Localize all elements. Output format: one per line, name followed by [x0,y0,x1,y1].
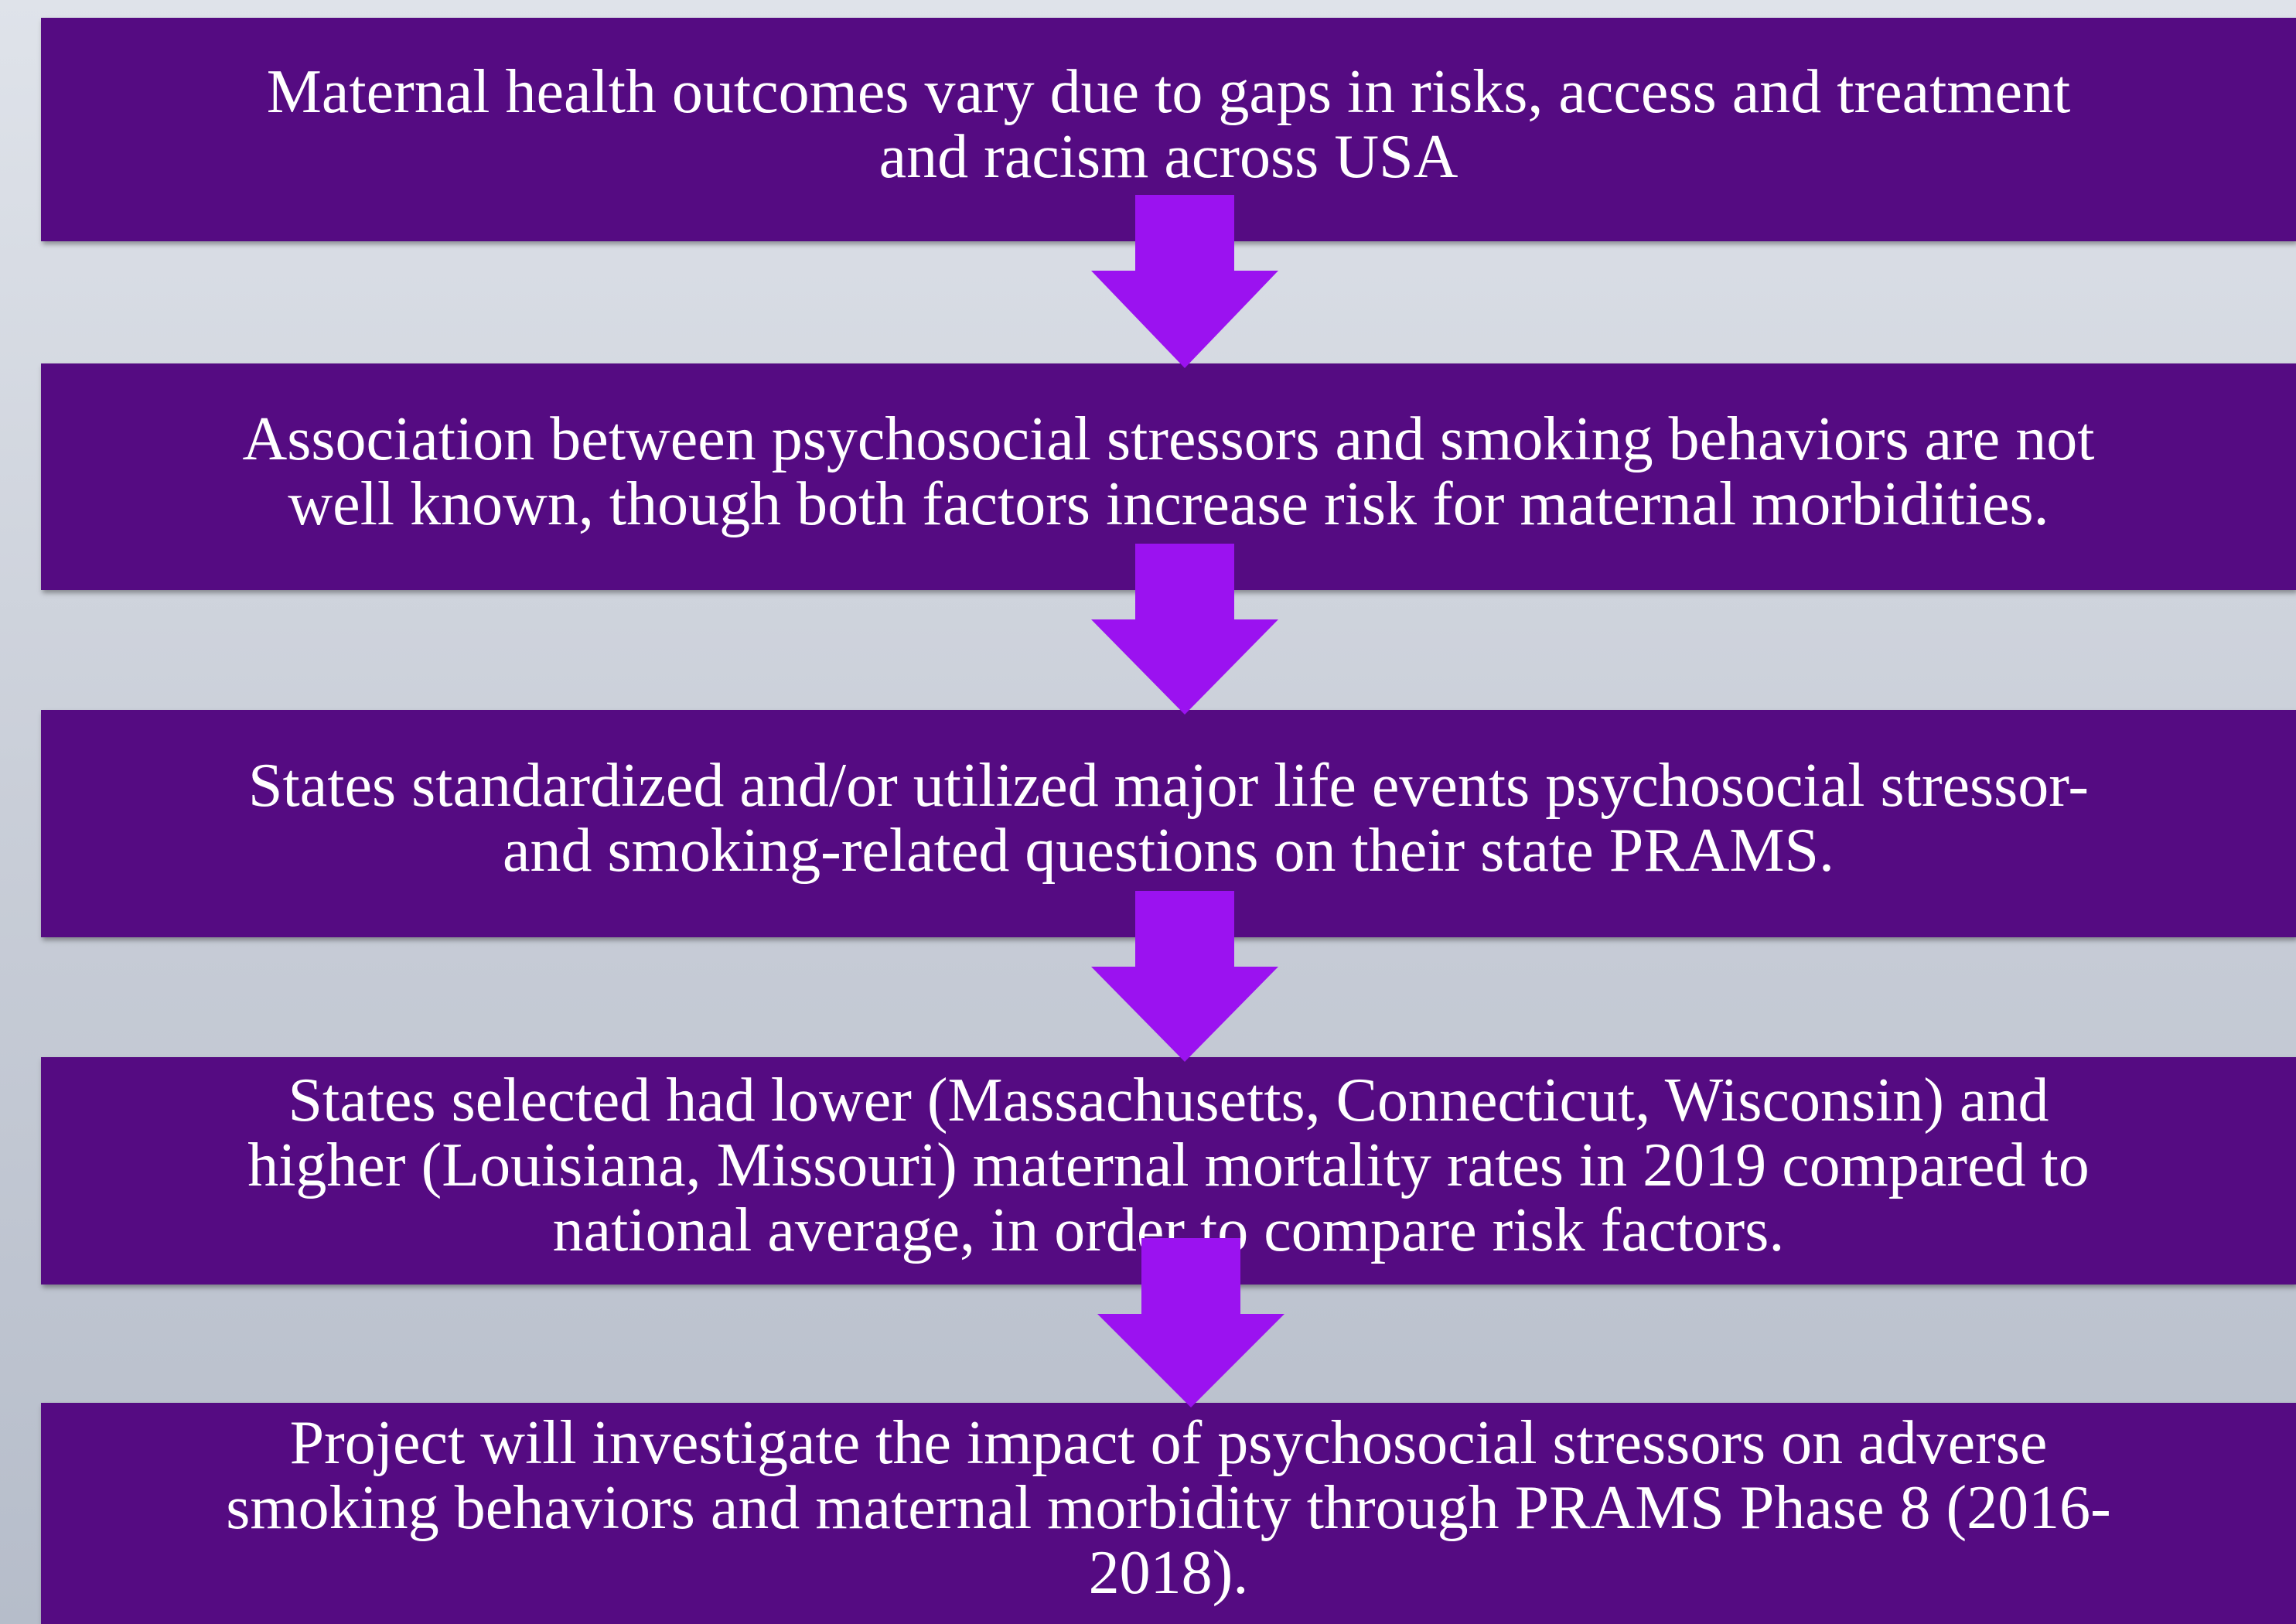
arrow-head [1091,619,1278,715]
arrow-head [1091,967,1278,1062]
box-text: higher (Louisiana, Missouri) maternal mo… [247,1131,2090,1199]
box-text: 2018). [1088,1539,1249,1607]
arrow-shaft [1141,1238,1240,1315]
arrow-shaft [1135,544,1234,621]
box-text: States standardized and/or utilized majo… [248,752,2089,820]
arrow [1091,544,1278,715]
arrow-shaft [1135,195,1234,272]
arrow [1097,1238,1284,1407]
box-text: Project will investigate the impact of p… [289,1409,2048,1477]
arrow-shaft [1135,891,1234,968]
box-text: Association between psychosocial stresso… [242,404,2095,473]
flow-box: Association between psychosocial stresso… [41,363,2296,590]
flow-box: States standardized and/or utilized majo… [41,710,2296,937]
arrow [1091,195,1278,368]
box-text: and smoking-related questions on their s… [502,817,1835,885]
arrow [1091,891,1278,1062]
box-text: Maternal health outcomes vary due to gap… [266,57,2071,126]
box-text: States selected had lower (Massachusetts… [288,1066,2049,1134]
arrow-head [1097,1314,1284,1407]
flow-box: Project will investigate the impact of p… [41,1403,2296,1624]
arrow-head [1091,271,1278,368]
box-text: and racism across USA [878,122,1458,191]
box-text: well known, though both factors increase… [288,469,2049,538]
box-text: smoking behaviors and maternal morbidity… [226,1474,2111,1542]
